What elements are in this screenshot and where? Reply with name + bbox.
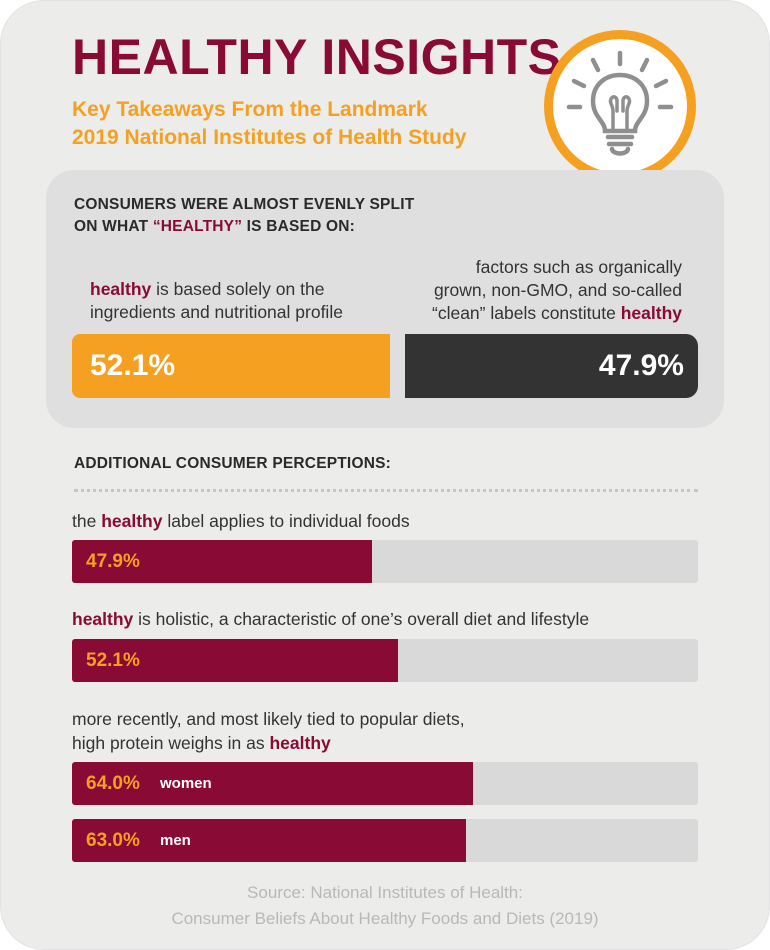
- perception-bar-track: 64.0% women: [72, 762, 698, 805]
- perceptions-heading: ADDITIONAL CONSUMER PERCEPTIONS:: [74, 455, 391, 472]
- perception-bar-value: 64.0%: [86, 773, 140, 794]
- split-bar-right: 47.9%: [405, 334, 698, 398]
- perception-text-1: the healthy label applies to individual …: [72, 511, 410, 531]
- perception-bar-tag: women: [160, 775, 212, 792]
- perception-bar-value: 47.9%: [86, 551, 140, 572]
- page-title: HEALTHY INSIGHTS: [72, 29, 562, 85]
- perception-text-3: more recently, and most likely tied to p…: [72, 709, 465, 753]
- split-option-right: factors such as organically grown, non-G…: [432, 257, 682, 323]
- subtitle-line-2: 2019 National Institutes of Health Study: [72, 126, 467, 149]
- perception-bar-value: 63.0%: [86, 830, 140, 851]
- perception-bar-track: 63.0% men: [72, 819, 698, 862]
- lightbulb-icon: [566, 50, 674, 156]
- subtitle-line-1: Key Takeaways From the Landmark: [72, 98, 428, 121]
- split-heading: CONSUMERS WERE ALMOST EVENLY SPLIT ON WH…: [74, 196, 415, 235]
- page-subtitle: Key Takeaways From the Landmark 2019 Nat…: [72, 96, 466, 152]
- perception-bar-track: 47.9%: [72, 540, 698, 583]
- perception-bar-fill: [72, 762, 473, 805]
- perception-bar-track: 52.1%: [72, 639, 698, 682]
- lightbulb-badge: [544, 30, 696, 182]
- source-note: Source: National Institutes of Health: C…: [171, 883, 599, 928]
- perception-text-2: healthy is holistic, a characteristic of…: [72, 609, 590, 629]
- perception-bar-fill: [72, 639, 399, 682]
- split-bar-left: 52.1%: [72, 334, 390, 398]
- dotted-divider: [74, 489, 698, 492]
- perception-bar-fill: [72, 819, 467, 862]
- perception-bar-value: 52.1%: [86, 650, 140, 671]
- perception-bar-tag: men: [160, 832, 191, 849]
- split-option-left: healthy is based solely on the ingredien…: [90, 279, 343, 322]
- perception-bar-fill: [72, 540, 372, 583]
